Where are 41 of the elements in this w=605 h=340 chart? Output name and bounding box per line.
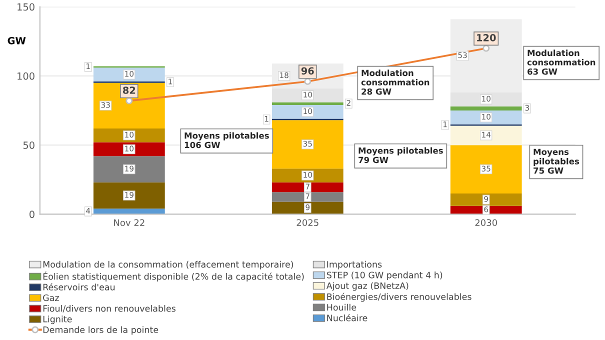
bar <box>272 182 344 192</box>
bar <box>450 106 522 110</box>
bar <box>272 104 344 119</box>
legend-label: Nucléaire <box>327 314 368 322</box>
legend-label: Réservoirs d'eau <box>43 283 115 290</box>
annotation: Moyens pilotables 75 GW <box>534 148 580 174</box>
x-tick-label: 2030 <box>475 219 498 226</box>
y-tick-label: 150 <box>18 3 34 11</box>
legend-label: Fioul/divers non renouvelables <box>43 304 176 312</box>
bar <box>450 110 522 124</box>
data-label: 120 <box>477 34 496 42</box>
x-tick-label: 2025 <box>296 219 318 226</box>
annotation: Modulation consommation 28 GW <box>361 70 430 95</box>
legend-label: Lignite <box>43 316 72 324</box>
bar <box>93 182 165 209</box>
legend-label: Bioénergies/divers renouvelables <box>327 292 472 302</box>
data-label: 96 <box>301 67 314 75</box>
bar <box>93 156 165 182</box>
data-label: 82 <box>122 86 136 94</box>
y-tick-label: 50 <box>23 142 34 149</box>
legend-label: Ajout gaz (BNetzA) <box>326 282 408 291</box>
annotation: Modulation consommation 63 GW <box>527 50 596 75</box>
x-tick-label: Nov 22 <box>114 219 144 226</box>
legend-label: Demande lors de la pointe <box>43 326 158 335</box>
bar <box>450 145 522 194</box>
legend-label: Houille <box>327 304 356 311</box>
y-tick-label: 0 <box>30 210 34 218</box>
bar <box>272 168 344 182</box>
annotation: Moyens pilotables 79 GW <box>358 147 443 164</box>
bar <box>272 102 344 105</box>
y-tick-label: 100 <box>18 72 34 80</box>
legend-label: Modulation de la consommation (effacement temporaire) <box>43 260 294 270</box>
bar <box>450 126 522 146</box>
annotation: Moyens pilotables 106 GW <box>184 132 269 148</box>
legend-label: Gaz <box>43 294 59 302</box>
legend-label: STEP (10 GW pendant 4 h) <box>326 272 442 280</box>
legend-label: Éolien statistiquement disponible (2% de la capacité totale) <box>43 272 304 282</box>
y-axis-title: GW <box>8 36 26 44</box>
legend-label: Importations <box>327 260 382 270</box>
bar <box>450 193 522 206</box>
bar <box>272 192 344 202</box>
